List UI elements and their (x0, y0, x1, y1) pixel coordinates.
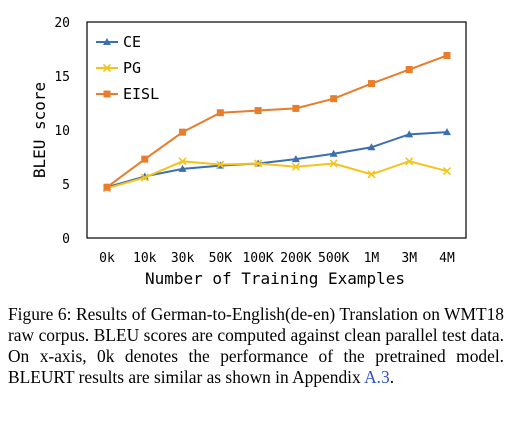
data-point-ce (329, 149, 338, 157)
data-point-pg-stroke (329, 159, 338, 168)
data-point-pg (442, 166, 452, 176)
series-line-eisl (106, 54, 448, 189)
data-point-pg (291, 162, 300, 171)
data-point-pg-stroke (140, 173, 149, 182)
plot-frame (86, 21, 467, 239)
legend-label-pg: PG (123, 59, 141, 77)
data-point-pg (178, 157, 187, 166)
series-line-ce (106, 131, 448, 189)
data-point-eisl (367, 80, 375, 88)
x-tick-label: 50K (209, 251, 233, 266)
data-point-eisl (292, 104, 300, 112)
data-point-pg (329, 159, 338, 168)
data-point-pg (367, 170, 376, 179)
y-tick-label: 0 (62, 232, 70, 247)
series-line-pg (106, 160, 448, 190)
y-tick-label: 15 (54, 70, 70, 85)
data-point-eisl (103, 183, 111, 191)
series-ce (103, 128, 451, 191)
data-point-ce (367, 143, 376, 151)
x-tick-label: 100K (242, 251, 273, 266)
caption-text: Figure 6: Results of German-to-English(d… (8, 304, 504, 387)
data-point-ce (178, 164, 187, 172)
figure-caption: Figure 6: Results of German-to-English(d… (8, 304, 504, 388)
data-point-pg-stroke (216, 160, 225, 169)
legend-item-ce: CE (96, 33, 141, 51)
y-tick-label: 20 (54, 16, 70, 31)
x-tick-label: 4M (439, 251, 455, 266)
data-point-ce (443, 128, 451, 136)
caption-suffix: . (389, 367, 395, 387)
chart-axes (86, 21, 467, 239)
x-tick-label: 0k (99, 251, 115, 266)
legend-label-eisl: EISL (123, 85, 159, 103)
x-tick-label: 3M (401, 251, 417, 266)
y-axis-ticks: 0 5 10 15 20 (54, 16, 70, 247)
x-tick-label: 500K (318, 251, 349, 266)
chart-series (102, 51, 452, 193)
data-point-pg-stroke (442, 166, 452, 176)
y-tick-label: 10 (54, 124, 70, 139)
data-point-pg (216, 160, 225, 169)
chart-legend: CE PG EISL (96, 33, 159, 103)
data-point-pg (140, 173, 149, 182)
data-point-eisl (141, 155, 149, 163)
y-axis-label: BLEU score (30, 82, 49, 178)
x-tick-label: 200K (280, 251, 311, 266)
x-tick-label: 10k (133, 251, 157, 266)
legend-marker-pg (102, 63, 112, 73)
appendix-link[interactable]: A.3 (364, 367, 390, 387)
data-point-eisl (254, 107, 262, 115)
data-point-eisl (405, 66, 413, 74)
legend-marker-pg-stroke (102, 63, 112, 73)
legend-item-pg: PG (96, 59, 141, 77)
data-point-pg (254, 159, 263, 168)
data-point-pg-stroke (367, 170, 376, 179)
data-point-pg-stroke (405, 157, 414, 166)
data-point-eisl (330, 95, 338, 103)
y-tick-label: 5 (62, 178, 70, 193)
data-point-pg (405, 157, 414, 166)
data-point-eisl (179, 128, 187, 136)
x-tick-label: 1M (364, 251, 380, 266)
series-eisl (103, 51, 451, 191)
bleu-line-chart: 0 5 10 15 20 0k 10k 30k 50K 100K 200K 500K 1M 3M 4M C… (30, 16, 467, 288)
data-point-eisl (443, 51, 451, 59)
legend-item-eisl: EISL (96, 85, 159, 103)
data-point-ce (405, 130, 414, 138)
data-point-ce (291, 155, 300, 163)
data-point-pg-stroke (178, 157, 187, 166)
data-point-pg-stroke (254, 159, 263, 168)
data-point-eisl (216, 109, 224, 117)
legend-marker-eisl (103, 90, 111, 98)
data-point-pg-stroke (291, 162, 300, 171)
x-axis-ticks: 0k 10k 30k 50K 100K 200K 500K 1M 3M 4M (99, 251, 455, 266)
legend-label-ce: CE (123, 33, 141, 51)
x-axis-label: Number of Training Examples (145, 269, 405, 288)
x-tick-label: 30k (171, 251, 195, 266)
legend-marker-ce (103, 38, 111, 45)
